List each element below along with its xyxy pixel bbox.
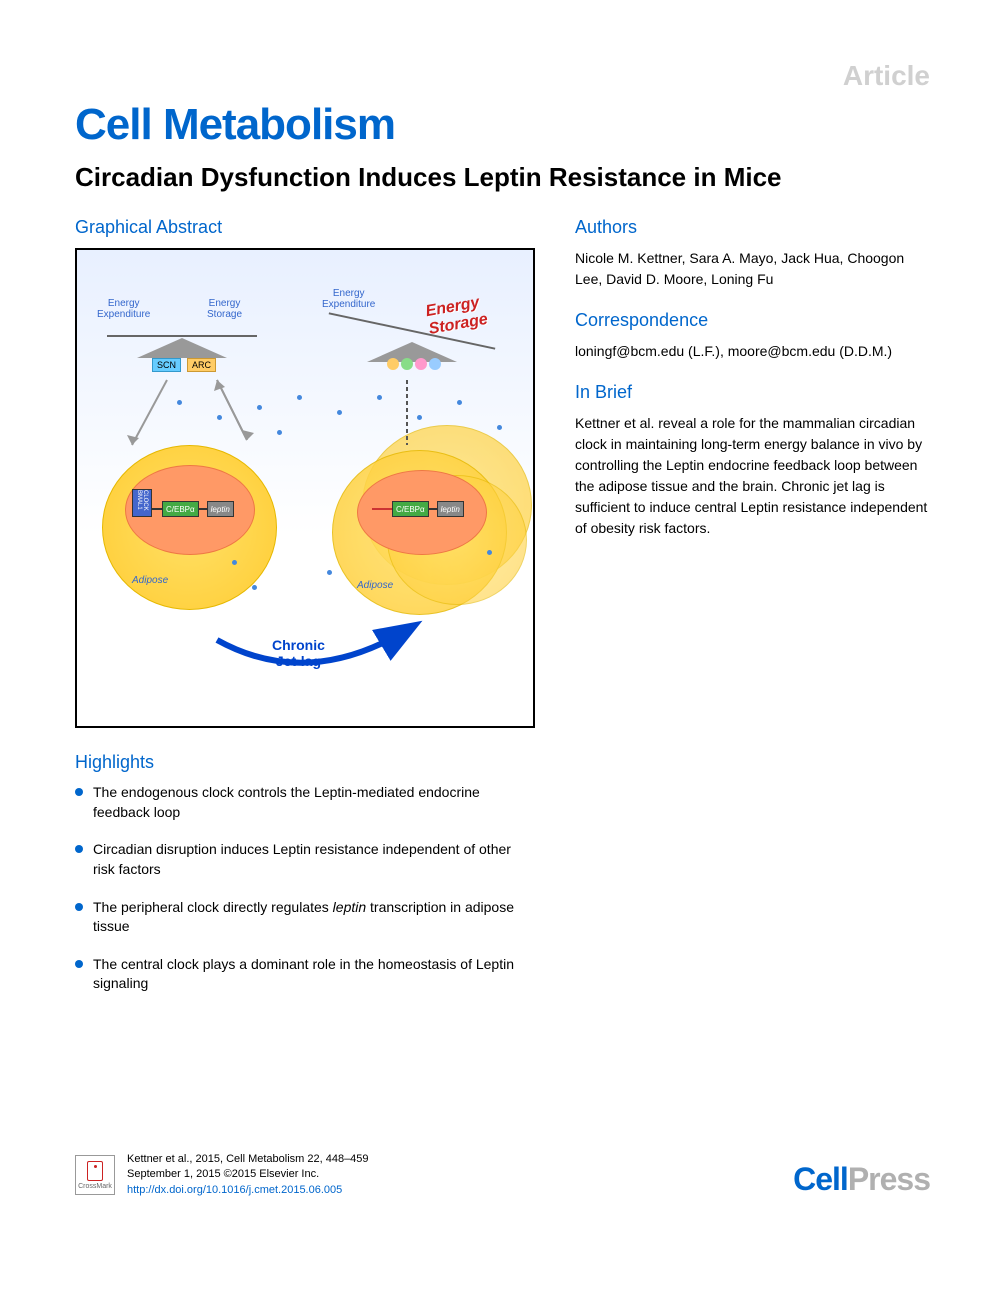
ga-dot [297, 395, 302, 400]
ga-arrow-down-left [117, 375, 177, 455]
crossmark-icon [87, 1161, 103, 1181]
doi-link[interactable]: http://dx.doi.org/10.1016/j.cmet.2015.06… [127, 1183, 369, 1198]
crossmark-badge[interactable]: CrossMark [75, 1155, 115, 1195]
ga-chronic-jetlag-label: ChronicJet-lag [272, 638, 325, 669]
ga-adipose-label-right: Adipose [357, 580, 393, 591]
highlight-item: The central clock plays a dominant role … [75, 955, 535, 994]
ga-dot [327, 570, 332, 575]
ga-colored-dots [387, 358, 441, 370]
in-brief-text: Kettner et al. reveal a role for the mam… [575, 413, 930, 539]
ga-dot [497, 425, 502, 430]
ga-dot [457, 400, 462, 405]
ga-dot [177, 400, 182, 405]
ga-gene-right: C/EBPα leptin [372, 500, 464, 518]
authors-text: Nicole M. Kettner, Sara A. Mayo, Jack Hu… [575, 248, 930, 290]
highlights-list: The endogenous clock controls the Leptin… [75, 783, 535, 994]
cellpress-logo: CellPress [793, 1161, 930, 1198]
crossmark-label: CrossMark [78, 1183, 112, 1190]
correspondence-heading: Correspondence [575, 310, 930, 331]
ga-arc-label: ARC [187, 358, 216, 372]
ga-balance-fulcrum-left [137, 338, 227, 358]
graphical-abstract-figure: EnergyExpenditure EnergyStorage SCN ARC … [75, 248, 535, 728]
ga-balance-arm-left [107, 335, 257, 337]
highlight-item: Circadian disruption induces Leptin resi… [75, 840, 535, 879]
ga-label-energy-storage-red: EnergyStorage [424, 293, 489, 339]
ga-gene-left: CLOCKBMAL1 C/EBPα leptin [132, 500, 234, 518]
in-brief-heading: In Brief [575, 382, 930, 403]
page-footer: CrossMark Kettner et al., 2015, Cell Met… [75, 1152, 930, 1198]
journal-name-part1: Cell [75, 100, 152, 149]
journal-name-part2: Metabolism [163, 100, 395, 149]
ga-arrow-down-right [212, 375, 272, 455]
citation-block: Kettner et al., 2015, Cell Metabolism 22… [127, 1152, 369, 1198]
cellpress-cell: Cell [793, 1161, 848, 1197]
citation-line-1: Kettner et al., 2015, Cell Metabolism 22… [127, 1152, 369, 1167]
ga-dot [337, 410, 342, 415]
paper-title: Circadian Dysfunction Induces Leptin Res… [75, 162, 930, 193]
highlight-item: The endogenous clock controls the Leptin… [75, 783, 535, 822]
article-type-label: Article [75, 60, 930, 92]
ga-dot [377, 395, 382, 400]
highlights-heading: Highlights [75, 752, 535, 773]
ga-arrow-dashed [387, 375, 427, 455]
ga-adipose-label-left: Adipose [132, 575, 168, 586]
ga-dot [252, 585, 257, 590]
ga-label-energy-exp-1: EnergyExpenditure [97, 298, 150, 320]
ga-label-energy-exp-2: EnergyExpenditure [322, 288, 375, 310]
cellpress-press: Press [848, 1161, 930, 1197]
authors-heading: Authors [575, 217, 930, 238]
ga-label-energy-storage-1: EnergyStorage [207, 298, 242, 320]
ga-scn-label: SCN [152, 358, 181, 372]
citation-line-2: September 1, 2015 ©2015 Elsevier Inc. [127, 1167, 369, 1182]
journal-title: Cell Metabolism [75, 100, 930, 150]
ga-dot [277, 430, 282, 435]
graphical-abstract-heading: Graphical Abstract [75, 217, 535, 238]
correspondence-text: loningf@bcm.edu (L.F.), moore@bcm.edu (D… [575, 341, 930, 362]
highlight-item: The peripheral clock directly regulates … [75, 898, 535, 937]
